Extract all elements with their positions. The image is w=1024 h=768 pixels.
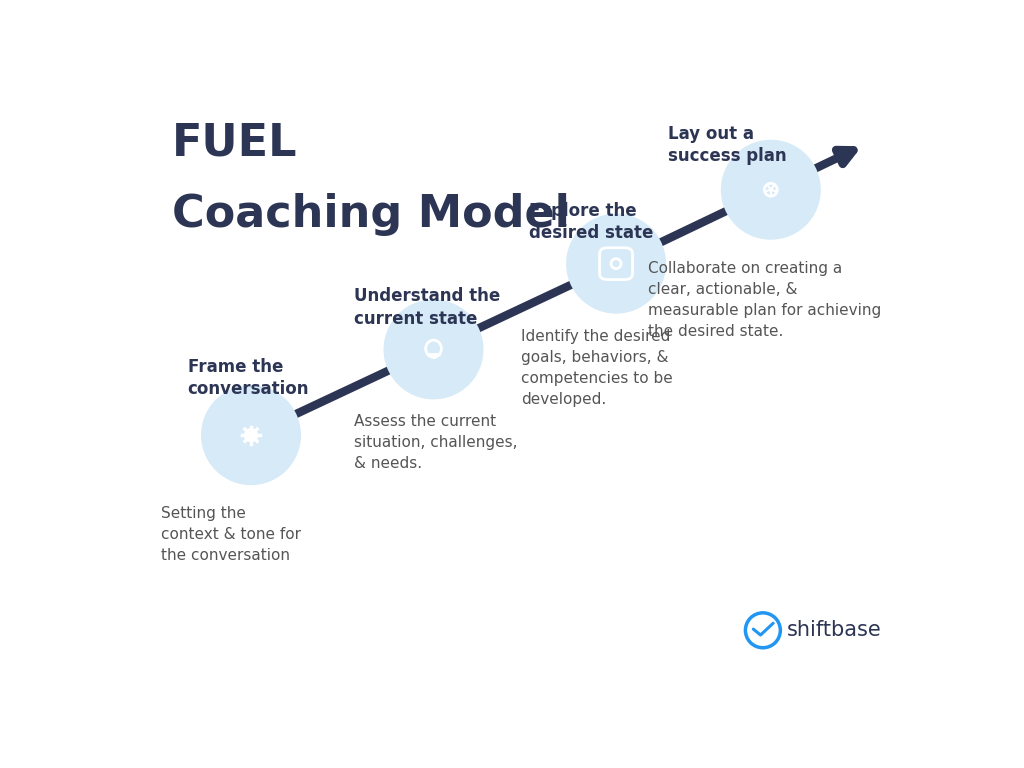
Text: shiftbase: shiftbase bbox=[786, 621, 882, 641]
Text: Assess the current
situation, challenges,
& needs.: Assess the current situation, challenges… bbox=[354, 415, 518, 472]
Text: Understand the
current state: Understand the current state bbox=[354, 287, 501, 327]
Ellipse shape bbox=[566, 214, 666, 313]
Text: Lay out a
success plan: Lay out a success plan bbox=[668, 124, 786, 165]
Text: Identify the desired
goals, behaviors, &
competencies to be
developed.: Identify the desired goals, behaviors, &… bbox=[521, 329, 673, 407]
Text: Frame the
conversation: Frame the conversation bbox=[187, 358, 309, 399]
Text: Setting the
context & tone for
the conversation: Setting the context & tone for the conve… bbox=[162, 506, 301, 563]
Ellipse shape bbox=[201, 385, 301, 485]
Ellipse shape bbox=[721, 140, 821, 240]
Text: Collaborate on creating a
clear, actionable, &
measurable plan for achieving
the: Collaborate on creating a clear, actiona… bbox=[648, 260, 881, 339]
Ellipse shape bbox=[384, 300, 483, 399]
Text: FUEL: FUEL bbox=[172, 121, 297, 164]
Text: Explore the
desired state: Explore the desired state bbox=[528, 201, 653, 242]
Text: Coaching Model: Coaching Model bbox=[172, 193, 569, 236]
